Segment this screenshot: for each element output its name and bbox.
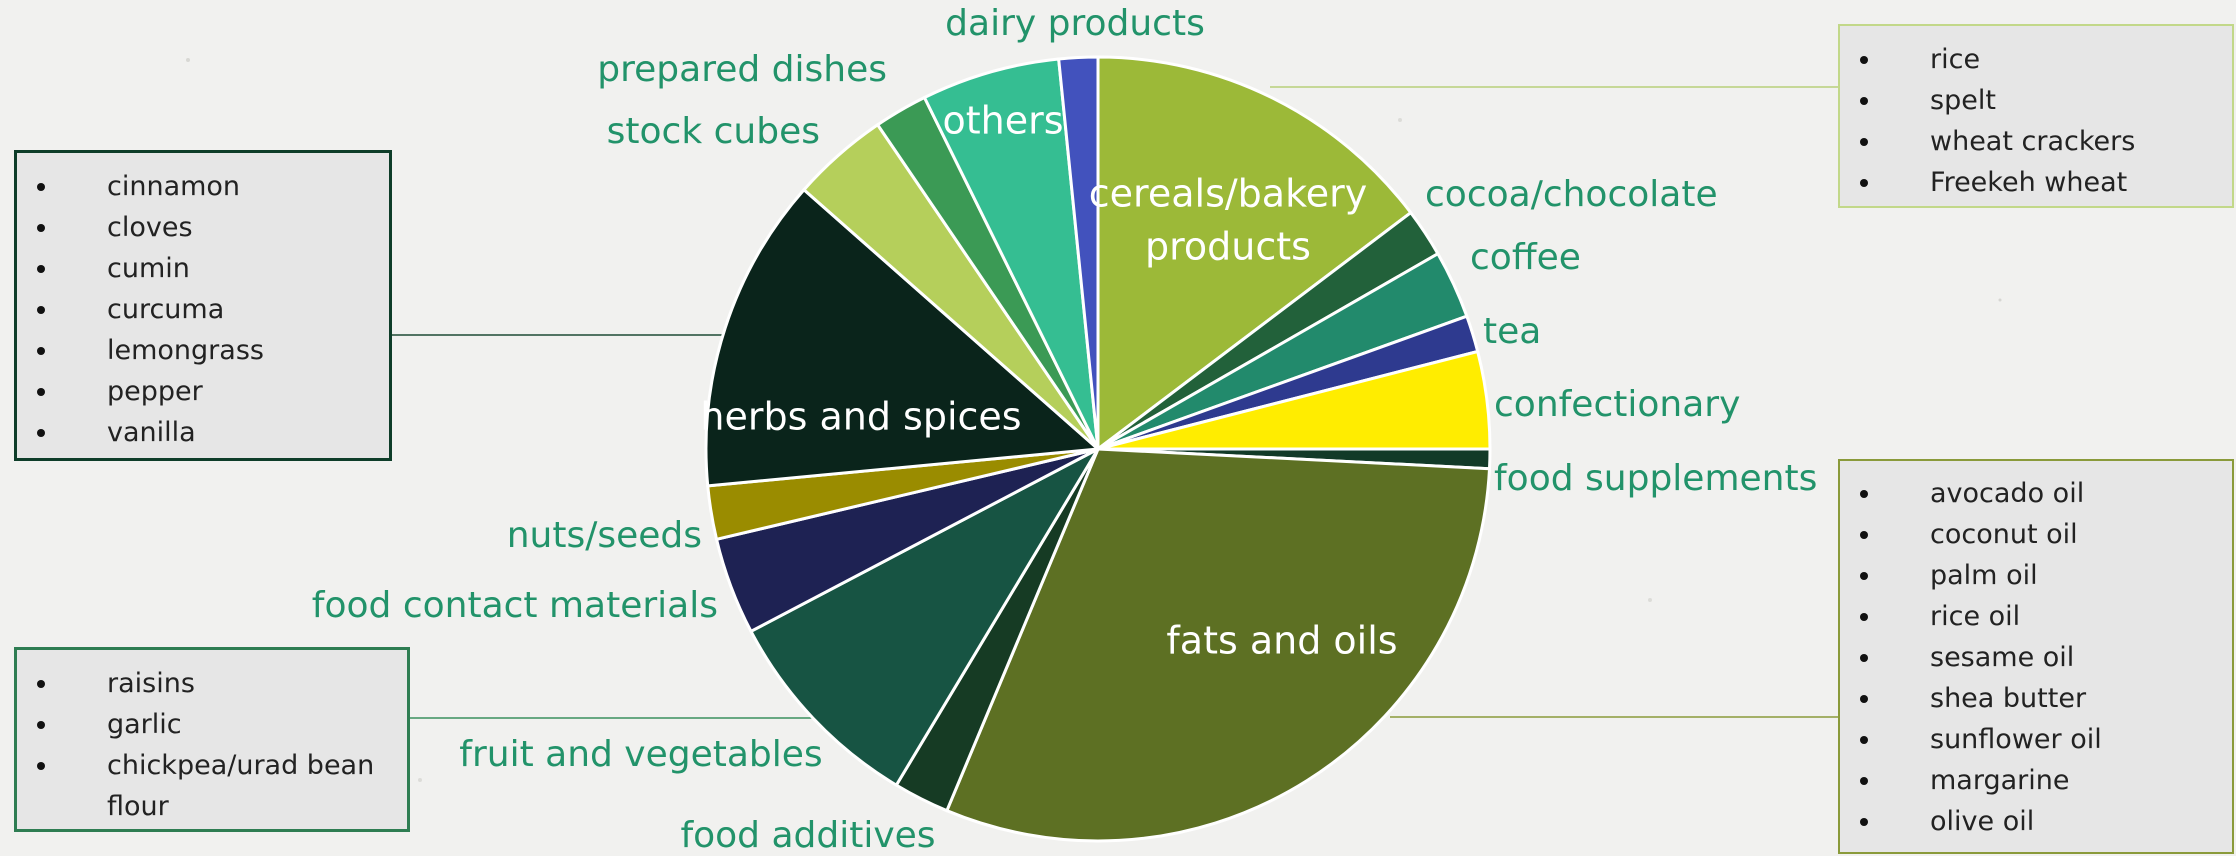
callout-item: sunflower oil [1840,719,2232,760]
slice-label-fruit-and-vegetables: fruit and vegetables [459,734,822,775]
slice-label-nuts-seeds: nuts/seeds [507,515,702,556]
callout-fats-oils: avocado oil coconut oil palm oil rice oi… [1838,459,2234,854]
pie-slice-dairy-products [1057,55,1100,451]
slice-label-food-supplements: food supplements [1494,458,1817,499]
outer-labels: cocoa/chocolate coffee tea confectionary foo… [312,3,1818,856]
callout-item-continuation: flour [107,791,169,822]
slice-label-tea: tea [1483,311,1541,352]
callout-item: rice [1840,39,2232,80]
slice-label-stock-cubes: stock cubes [607,111,820,152]
callout-item: spelt [1840,80,2232,121]
callout-item: avocado oil [1840,473,2232,514]
callout-herbs-spices: cinnamon cloves cumin curcuma lemongrass… [14,150,392,461]
slice-label-herbs-and-spices: herbs and spices [700,395,1021,439]
callout-item: coconut oil [1840,514,2232,555]
callout-item: shea butter [1840,678,2232,719]
slice-label-confectionary: confectionary [1494,384,1740,425]
leader-lines [392,86,1838,719]
callout-cereals: rice spelt wheat crackers Freekeh wheat [1838,24,2234,208]
callout-item: curcuma [17,289,389,330]
slice-label-food-additives: food additives [680,815,935,856]
pie-slice-herbs-and-spices [704,188,1100,488]
callout-item: raisins [17,663,407,704]
pie-slices [704,55,1492,843]
callout-item: vanilla [17,412,389,453]
slice-label-prepared-dishes: prepared dishes [597,49,887,90]
callout-item: pepper [17,371,389,412]
slice-label-cereals-bakery-products: products [1145,225,1311,269]
pie-slice-fruit-and-vegetables [749,447,1100,787]
callout-item: wheat crackers [1840,121,2232,162]
pie-slice-fats-and-oils [945,447,1491,843]
pie-slice-others [922,57,1100,451]
slice-label-cocoa-chocolate: cocoa/chocolate [1425,174,1718,215]
callout-item: lemongrass [17,330,389,371]
slice-label-fats-and-oils: fats and oils [1166,619,1397,663]
callout-item: garlic [17,704,407,745]
pie-slice-cereals-bakery-products [1096,55,1413,451]
slice-label-food-contact-materials: food contact materials [312,585,718,626]
callout-item: palm oil [1840,555,2232,596]
callout-item: cinnamon [17,166,389,207]
slice-label-cereals-bakery-products: cereals/bakery [1089,172,1367,216]
slice-label-others: others [942,99,1063,143]
callout-item: sesame oil [1840,637,2232,678]
callout-item: Freekeh wheat [1840,162,2232,203]
callout-item: rice oil [1840,596,2232,637]
callout-item: cumin [17,248,389,289]
inner-labels: cereals/bakery products fats and oils herbs… [700,99,1397,663]
callout-item: margarine [1840,760,2232,801]
slice-label-dairy-products: dairy products [945,3,1205,44]
slice-label-coffee: coffee [1470,237,1581,278]
callout-fruit-vegetables: raisins garlic chickpea/urad bean flour [14,647,410,832]
callout-item: olive oil [1840,801,2232,842]
callout-item: chickpea/urad bean [17,745,407,786]
callout-item: cloves [17,207,389,248]
